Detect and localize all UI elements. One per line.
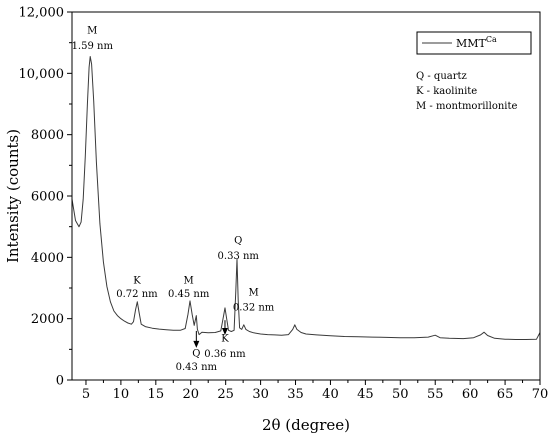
x-tick-label: 50	[392, 387, 409, 402]
annotation-k1-label: K	[133, 275, 141, 286]
y-axis-label: Intensity (counts)	[4, 129, 22, 263]
x-tick-label: 70	[532, 387, 549, 402]
annotation-m2-value: 0.45 nm	[168, 289, 210, 300]
key-kaolinite: K - kaolinite	[416, 86, 477, 97]
key-montmorillonite: M - montmorillonite	[416, 101, 517, 112]
x-tick-label: 25	[217, 387, 234, 402]
annotation-q2-value: 0.43 nm	[176, 362, 218, 373]
plot-area	[71, 56, 541, 340]
legend-label: MMTCa	[456, 35, 497, 50]
annotation-m2-label: M	[184, 275, 194, 286]
annotation-q1-label: Q	[234, 236, 242, 247]
annotation-q2-label: Q	[192, 348, 200, 359]
x-tick-label: 45	[357, 387, 374, 402]
y-tick-label: 2000	[31, 312, 64, 327]
x-axis-label: 2θ (degree)	[262, 416, 350, 434]
arrow-k2-head	[221, 328, 228, 335]
annotation-m3-label: M	[248, 288, 258, 299]
y-axis: 0 2000 4000 6000 8000 10,000 12,000	[19, 6, 72, 389]
annotation-k2-label: K	[221, 334, 229, 345]
x-tick-label: 10	[113, 387, 130, 402]
x-tick-label: 30	[252, 387, 269, 402]
legend-box	[416, 31, 532, 55]
annotation-k2-value: 0.36 nm	[204, 349, 246, 360]
annotation-m3-value: 0.32 nm	[233, 302, 275, 313]
mineral-key: Q - quartz K - kaolinite M - montmorillo…	[416, 71, 517, 112]
x-tick-label: 20	[182, 387, 199, 402]
legend: MMTCa	[416, 31, 532, 55]
y-tick-label: 8000	[31, 128, 64, 143]
x-tick-label: 15	[148, 387, 165, 402]
x-tick-label: 35	[287, 387, 304, 402]
annotation-k1-value: 0.72 nm	[116, 289, 158, 300]
key-quartz: Q - quartz	[416, 71, 467, 82]
y-tick-label: 10,000	[19, 67, 65, 82]
peak-annotations: M 1.59 nm K 0.72 nm M 0.45 nm Q 0.33 nm M 0.32 nm…	[72, 25, 275, 373]
y-tick-label: 12,000	[19, 6, 65, 21]
arrow-q2-head	[193, 340, 200, 348]
y-tick-label: 4000	[31, 251, 64, 266]
x-tick-label: 5	[82, 387, 90, 402]
x-tick-label: 65	[497, 387, 514, 402]
annotation-m1-label: M	[87, 25, 97, 36]
y-tick-label: 6000	[31, 190, 64, 205]
x-tick-label: 60	[462, 387, 479, 402]
x-tick-label: 40	[322, 387, 339, 402]
annotation-m1-value: 1.59 nm	[72, 41, 114, 52]
series-line-mmt-ca	[71, 56, 541, 340]
y-tick-label: 0	[56, 374, 64, 389]
x-axis: 5 10 15 20 25 30 35 40 45 50 55 60 65 70	[82, 380, 548, 402]
x-tick-label: 55	[427, 387, 444, 402]
annotation-q1-value: 0.33 nm	[218, 251, 260, 262]
